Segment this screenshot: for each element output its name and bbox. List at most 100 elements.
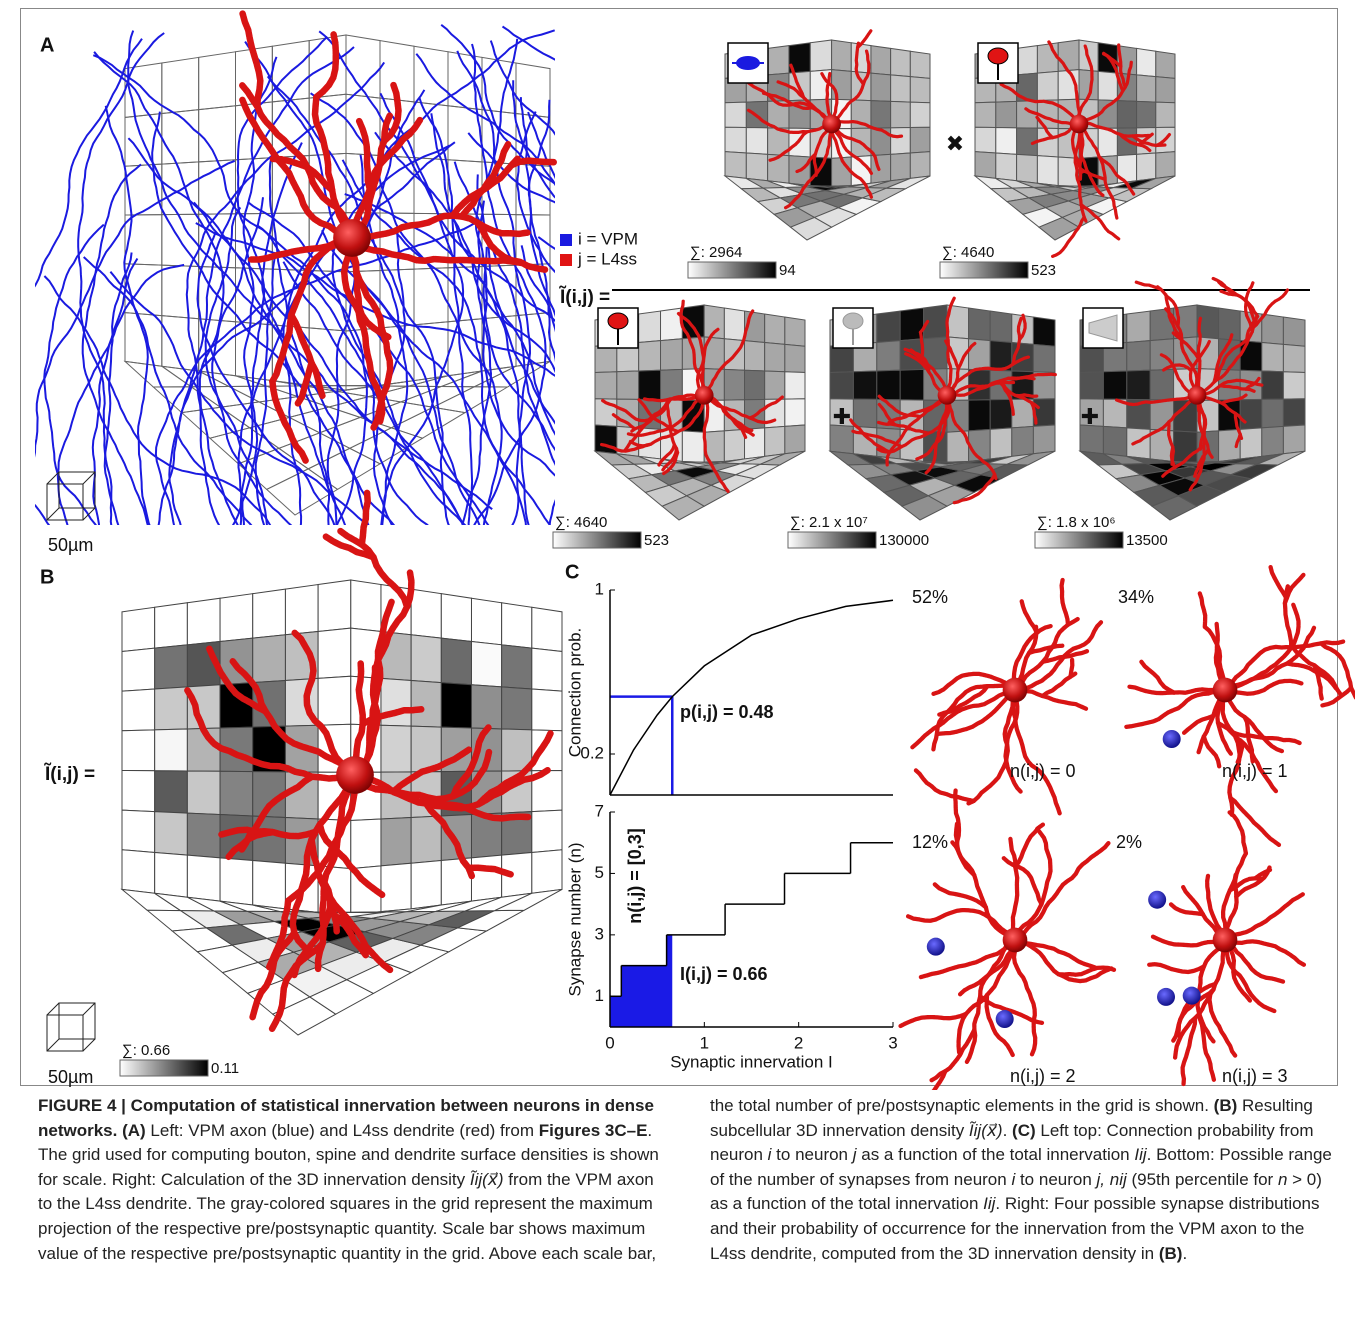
probability-label: 12% <box>912 832 948 852</box>
soma <box>1212 927 1238 953</box>
y-tick-label: 0.2 <box>580 743 604 762</box>
grid-cell <box>744 369 766 401</box>
neuron <box>999 40 1172 259</box>
dendrite <box>1195 316 1203 397</box>
grid-cell <box>1036 155 1059 187</box>
dendrite <box>918 319 930 334</box>
grid-cell <box>198 105 236 163</box>
dendrite <box>1011 937 1038 1057</box>
dendrite <box>1181 713 1216 735</box>
dendrite <box>238 773 316 854</box>
caption-text: . <box>1002 1120 1013 1140</box>
grid-cell <box>501 602 533 649</box>
dendrite <box>910 687 1018 750</box>
dendrite <box>945 393 998 481</box>
dendrite <box>1222 687 1285 754</box>
synapse-count-label: n(i,j) = 1 <box>1222 761 1288 781</box>
dendrite <box>239 10 264 110</box>
grid-cell <box>1136 47 1157 78</box>
dendrite <box>611 413 637 431</box>
grid-cell <box>1261 341 1284 373</box>
dendrite <box>1040 649 1090 664</box>
caption-text: (95th percentile for <box>1126 1169 1278 1189</box>
dendrite <box>355 117 374 193</box>
caption-text: (B) <box>1158 1243 1183 1263</box>
grid-cell <box>1006 450 1056 466</box>
dendrite <box>761 91 814 111</box>
grid-cell <box>1126 427 1151 460</box>
dendrite <box>1159 353 1199 397</box>
grid-cell <box>1132 175 1176 190</box>
axon <box>456 50 532 525</box>
grid-cell <box>252 634 286 684</box>
dendrite <box>1026 643 1065 656</box>
grid-cell <box>124 312 163 367</box>
y-axis-label: Synapse number (n) <box>565 842 584 996</box>
dendrite <box>999 82 1081 126</box>
grid-cell <box>1102 425 1128 457</box>
scale-sum: ∑: 4640 <box>555 514 607 531</box>
dendrite <box>1222 678 1304 696</box>
cube-edge <box>82 1002 96 1016</box>
grid-cell <box>870 153 892 184</box>
grid-cell <box>909 151 931 179</box>
neuron <box>239 10 558 464</box>
probability-label: 52% <box>912 587 948 607</box>
dendrite <box>1001 856 1044 907</box>
probability-label: 2% <box>1116 832 1142 852</box>
grid-cell <box>410 859 442 910</box>
y-tick-label: 1 <box>595 579 604 598</box>
grid-cell <box>968 399 991 432</box>
dendrite <box>1155 285 1181 329</box>
grid-cell <box>350 579 382 633</box>
grid-cell <box>470 640 503 688</box>
grid-cell <box>1057 39 1080 72</box>
axon <box>157 275 309 525</box>
axon <box>268 156 330 525</box>
caption-text: . <box>1182 1243 1188 1263</box>
element-icon <box>977 42 1019 84</box>
grid-cell <box>909 50 931 79</box>
dendrite <box>1180 1015 1198 1087</box>
dendrite <box>1179 337 1195 369</box>
dendrite <box>1012 937 1098 970</box>
dendrite <box>789 63 806 99</box>
dendrite <box>1118 132 1152 153</box>
dendrite <box>465 864 515 878</box>
panel-letter: A <box>40 34 54 56</box>
dendrite <box>348 112 393 242</box>
grid-cell <box>317 675 352 726</box>
dendrite <box>1171 331 1202 363</box>
grid-cell <box>784 343 806 374</box>
grid-cell <box>154 644 188 690</box>
caption-text: Ĩij(x⃗) <box>968 1120 1003 1140</box>
chart: 0.2 1 Connection prob. p(i,j) = 0.48 <box>565 579 894 796</box>
dendrite <box>829 122 874 176</box>
dendrite <box>637 397 680 434</box>
dendrite <box>294 359 315 408</box>
synapse-count-label: n(i,j) = 0 <box>1010 761 1076 781</box>
grid-cell <box>784 371 806 400</box>
grid-3d <box>723 39 931 241</box>
dendrite <box>1201 734 1222 769</box>
grid-cell <box>890 47 911 78</box>
caption-text: Iij <box>983 1194 996 1214</box>
figure-caption: FIGURE 4 | Computation of statistical in… <box>38 1094 1334 1266</box>
dendrite <box>287 311 326 400</box>
grid-cell <box>723 428 746 463</box>
synapse-count-label: n(i,j) = 2 <box>1010 1066 1076 1086</box>
grid-cell <box>829 424 854 455</box>
dendrite <box>952 788 962 849</box>
grid-cell <box>413 267 449 326</box>
grid-cell <box>501 686 533 731</box>
grid-cell <box>1239 398 1263 430</box>
soma <box>694 385 714 405</box>
axon <box>467 132 555 204</box>
soma <box>336 756 374 794</box>
dendrite <box>855 28 873 50</box>
dendrite <box>1215 337 1249 382</box>
grid-cell <box>494 888 563 912</box>
grid-cell <box>470 597 503 646</box>
grid-cell <box>1282 424 1306 455</box>
caption-text: from the VPM axon to the L4ss dendrite. … <box>38 1096 1214 1263</box>
